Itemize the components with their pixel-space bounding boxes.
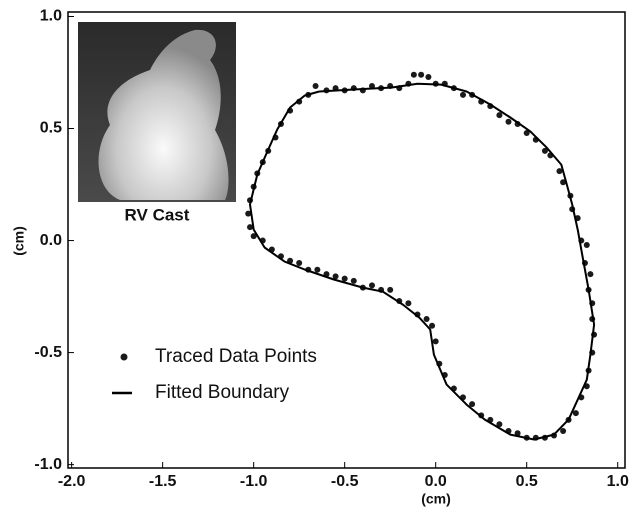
data-point [405,300,412,307]
x-tick-label: -0.5 [331,473,359,490]
inset: RV Cast [78,22,236,224]
x-tick-label: -1.5 [149,473,177,490]
x-tick-label: -2.0 [58,473,86,490]
traced-points [245,71,598,441]
data-point [423,315,430,322]
data-point [496,421,503,428]
data-point [425,73,432,80]
y-tick-label: 1.0 [40,8,62,25]
data-point [583,242,590,249]
data-point [523,130,530,137]
x-tick-label: 0.0 [425,473,447,490]
data-point [341,275,348,282]
data-point [314,266,321,273]
data-point [332,273,339,280]
legend-label: Traced Data Points [155,346,317,367]
data-point [560,428,567,435]
fitted-boundary [249,82,596,441]
data-point [505,118,512,125]
data-point [312,82,319,89]
data-point [247,224,254,231]
inset-label: RV Cast [125,205,190,224]
x-tick-label: -1.0 [240,473,268,490]
x-tick-label: 1.0 [607,473,629,490]
y-tick-label: -1.0 [34,456,62,473]
data-point [469,401,476,408]
data-point [250,233,257,240]
data-point [432,338,439,345]
data-point [410,71,417,78]
data-point [514,430,521,437]
data-point [560,179,567,186]
data-point [245,210,252,217]
data-point [368,82,375,89]
data-point [387,286,394,293]
legend-label: Fitted Boundary [155,382,290,403]
data-point [368,282,375,289]
data-point [418,71,425,78]
data-point [429,322,436,329]
y-tick-label: -0.5 [34,344,62,361]
data-point [350,277,357,284]
data-point [541,147,548,154]
data-point [556,168,563,175]
x-axis-label: (cm) [421,491,451,507]
data-point [459,91,466,98]
x-tick-label: 0.5 [516,473,538,490]
y-axis-label: (cm) [11,226,27,256]
data-point [296,259,303,266]
data-point [572,410,579,417]
data-point [587,271,594,278]
inset-cast [98,29,229,201]
data-point [496,112,503,119]
legend-marker [120,353,128,361]
y-tick-label: 0.5 [40,120,62,137]
y-tick-label: 0.0 [40,232,62,249]
plot-frame [67,11,626,469]
